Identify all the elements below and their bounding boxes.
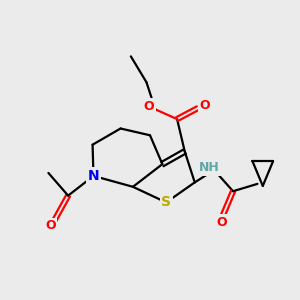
Text: O: O: [200, 99, 210, 112]
Text: O: O: [45, 219, 56, 232]
Text: O: O: [217, 216, 227, 229]
Text: S: S: [161, 195, 171, 209]
Text: N: N: [88, 169, 99, 183]
Text: O: O: [143, 100, 154, 113]
Text: NH: NH: [199, 161, 219, 175]
